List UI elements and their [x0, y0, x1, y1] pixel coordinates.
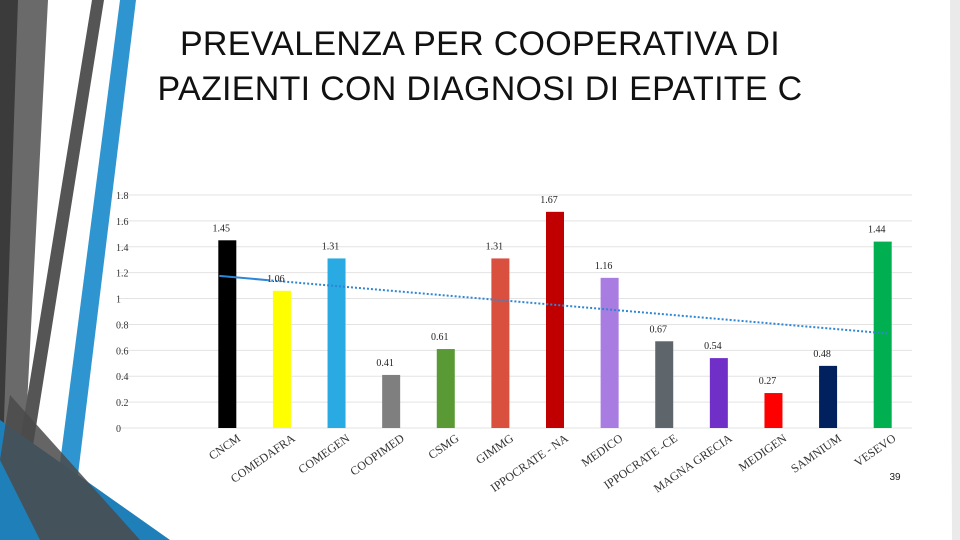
data-label: 1.44	[868, 225, 886, 236]
y-tick-label: 0.6	[116, 346, 129, 357]
x-tick-label: MEDICO	[579, 431, 626, 470]
data-label: 1.16	[595, 261, 613, 272]
slide-title: PREVALENZA PER COOPERATIVA DI PAZIENTI C…	[157, 25, 803, 108]
y-tick-label: 1.8	[116, 191, 129, 202]
bar	[709, 358, 728, 428]
data-label: 1.06	[267, 274, 285, 285]
bar	[218, 240, 237, 428]
x-tick-label: VESEVO	[852, 431, 899, 470]
y-tick-label: 1.2	[116, 269, 129, 280]
x-tick-label: MEDIGEN	[736, 431, 790, 474]
trendline-dotted	[267, 279, 889, 335]
data-labels: 1.45 1.06 1.31 0.41 0.61 1.31 1.67 1.16 0.67 0.54…	[213, 195, 886, 387]
bars	[218, 211, 892, 428]
bar	[436, 349, 455, 428]
x-tick-label: CSMG	[426, 431, 462, 462]
bar	[491, 258, 510, 428]
bar	[819, 365, 838, 428]
bar	[327, 258, 346, 428]
y-tick-label: 0.2	[116, 398, 129, 409]
data-label: 0.67	[649, 324, 667, 335]
data-label: 0.27	[759, 376, 777, 387]
gridlines	[118, 194, 912, 429]
data-label: 0.41	[376, 358, 394, 369]
x-tick-label: SAMNIUM	[788, 431, 844, 476]
data-label: 1.31	[486, 241, 504, 252]
bar	[382, 374, 401, 428]
page-number: 39	[889, 472, 901, 483]
data-label: 1.45	[213, 223, 231, 234]
y-axis-ticks: 0 0.2 0.4 0.6 0.8 1 1.2 1.4 1.6 1.8	[116, 191, 129, 435]
bar	[655, 341, 674, 428]
blue-diagonal-band	[50, 0, 136, 540]
data-label: 0.54	[704, 341, 722, 352]
bar	[272, 290, 291, 428]
x-tick-label: GIMMG	[473, 431, 516, 467]
data-label: 0.61	[431, 332, 449, 343]
data-label: 1.31	[322, 241, 340, 252]
x-tick-label: COOPIMED	[348, 431, 408, 479]
x-tick-label: COMEGEN	[296, 431, 353, 477]
trendline-solid	[219, 274, 268, 282]
trendline	[219, 274, 889, 335]
data-label: 0.48	[813, 349, 831, 360]
y-tick-label: 0.8	[116, 320, 129, 331]
y-tick-label: 0	[116, 424, 121, 435]
bar	[600, 277, 619, 428]
data-label: 1.67	[540, 195, 558, 206]
right-grey-edge	[950, 0, 960, 540]
dark-diagonal-band	[4, 0, 104, 540]
bar	[764, 393, 783, 428]
y-tick-label: 1	[116, 295, 121, 306]
bar	[546, 211, 564, 428]
bar	[873, 241, 892, 428]
x-tick-label: CNCM	[206, 431, 243, 463]
dark-corner-shape	[0, 395, 140, 540]
y-tick-label: 0.4	[116, 372, 129, 383]
y-tick-label: 1.4	[116, 243, 129, 254]
y-tick-label: 1.6	[116, 217, 129, 228]
